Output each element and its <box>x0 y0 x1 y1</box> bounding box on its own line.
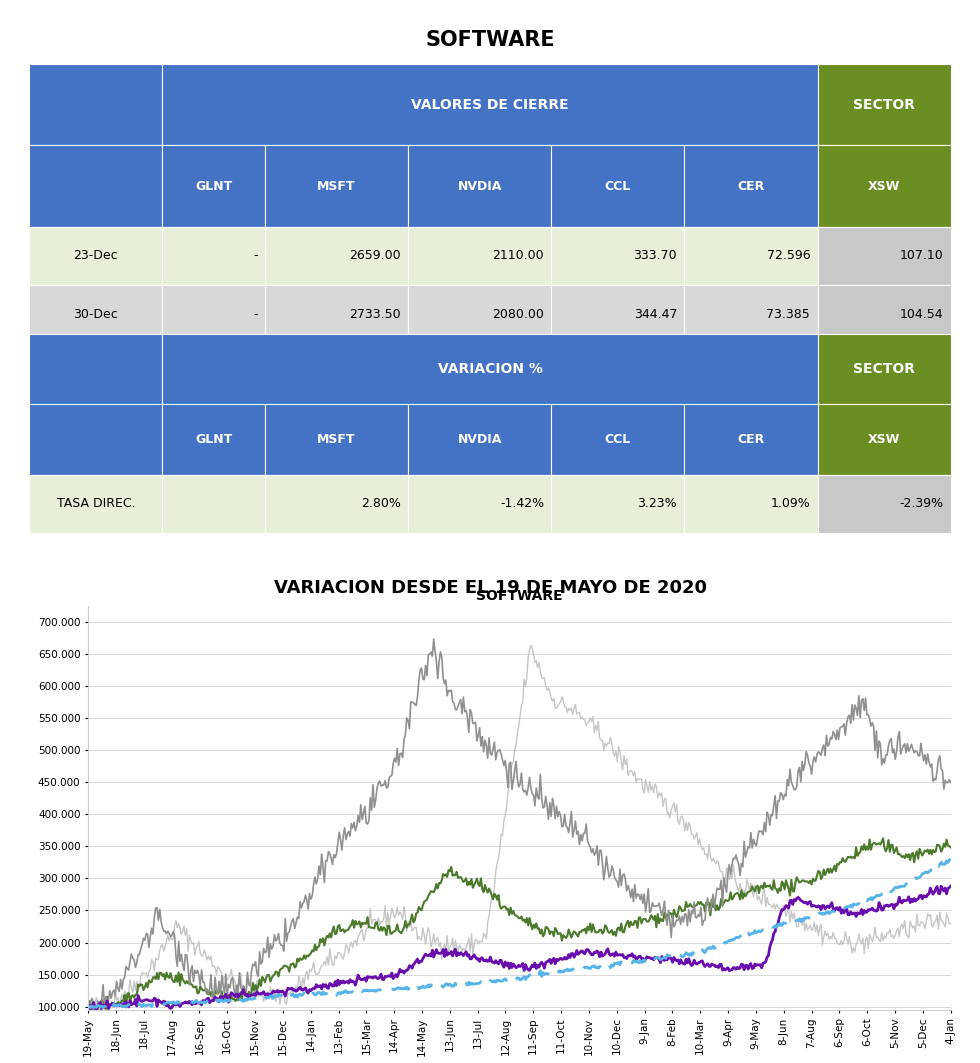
Bar <box>817 226 951 285</box>
Bar <box>408 146 552 226</box>
Bar <box>684 285 817 343</box>
Text: 2733.50: 2733.50 <box>349 307 401 321</box>
Bar <box>552 404 684 474</box>
Text: MSFT: MSFT <box>318 180 356 192</box>
Bar <box>684 146 817 226</box>
Bar <box>29 226 163 285</box>
Bar <box>265 474 408 533</box>
Text: NVDIA: NVDIA <box>458 180 502 192</box>
Text: VARIACION %: VARIACION % <box>437 361 543 376</box>
Text: 73.385: 73.385 <box>766 307 810 321</box>
Text: 3.23%: 3.23% <box>637 497 677 510</box>
Text: 107.10: 107.10 <box>900 250 943 263</box>
Bar <box>684 226 817 285</box>
Bar <box>163 334 817 404</box>
Text: CCL: CCL <box>605 180 631 192</box>
Text: SECTOR: SECTOR <box>853 361 915 376</box>
Bar <box>29 474 163 533</box>
Text: TASA DIREC.: TASA DIREC. <box>57 497 135 510</box>
Text: NVDIA: NVDIA <box>458 433 502 445</box>
Text: CCL: CCL <box>605 433 631 445</box>
Text: -: - <box>253 250 258 263</box>
Text: SECTOR: SECTOR <box>853 98 915 112</box>
Text: 72.596: 72.596 <box>766 250 810 263</box>
Bar <box>29 64 163 146</box>
Text: 23-Dec: 23-Dec <box>74 250 119 263</box>
Text: 2.80%: 2.80% <box>361 497 401 510</box>
Title: SOFTWARE: SOFTWARE <box>476 589 563 604</box>
Bar <box>817 474 951 533</box>
Text: 30-Dec: 30-Dec <box>74 307 119 321</box>
Bar <box>552 285 684 343</box>
Text: XSW: XSW <box>868 180 901 192</box>
Bar <box>408 226 552 285</box>
Bar <box>163 64 817 146</box>
Text: CER: CER <box>737 433 764 445</box>
Text: XSW: XSW <box>868 433 901 445</box>
Bar <box>817 285 951 343</box>
Bar <box>817 334 951 404</box>
Text: -1.42%: -1.42% <box>500 497 544 510</box>
Bar <box>163 474 265 533</box>
Text: CER: CER <box>737 180 764 192</box>
Bar <box>684 404 817 474</box>
Bar <box>265 285 408 343</box>
Bar <box>163 404 265 474</box>
Text: 1.09%: 1.09% <box>770 497 810 510</box>
Text: VALORES DE CIERRE: VALORES DE CIERRE <box>412 98 568 112</box>
Text: GLNT: GLNT <box>195 433 232 445</box>
Bar <box>265 226 408 285</box>
Bar <box>29 334 163 404</box>
Text: 344.47: 344.47 <box>634 307 677 321</box>
Bar <box>163 226 265 285</box>
Bar <box>29 285 163 343</box>
Bar <box>29 404 163 474</box>
Bar <box>817 404 951 474</box>
Bar <box>817 64 951 146</box>
Bar <box>552 146 684 226</box>
Text: MSFT: MSFT <box>318 433 356 445</box>
Bar <box>163 285 265 343</box>
Bar <box>29 146 163 226</box>
Text: VARIACION DESDE EL 19 DE MAYO DE 2020: VARIACION DESDE EL 19 DE MAYO DE 2020 <box>273 579 707 597</box>
Bar <box>265 404 408 474</box>
Bar <box>552 474 684 533</box>
Bar <box>408 285 552 343</box>
Bar <box>408 404 552 474</box>
Text: GLNT: GLNT <box>195 180 232 192</box>
Bar <box>552 226 684 285</box>
Bar <box>817 146 951 226</box>
Text: 2110.00: 2110.00 <box>492 250 544 263</box>
Bar <box>265 146 408 226</box>
Bar <box>408 474 552 533</box>
Text: 2080.00: 2080.00 <box>492 307 544 321</box>
Text: 2659.00: 2659.00 <box>349 250 401 263</box>
Text: 333.70: 333.70 <box>633 250 677 263</box>
Bar <box>163 146 265 226</box>
Text: SOFTWARE: SOFTWARE <box>425 30 555 50</box>
Text: -: - <box>253 307 258 321</box>
Text: 104.54: 104.54 <box>900 307 943 321</box>
Bar <box>684 474 817 533</box>
Text: -2.39%: -2.39% <box>899 497 943 510</box>
